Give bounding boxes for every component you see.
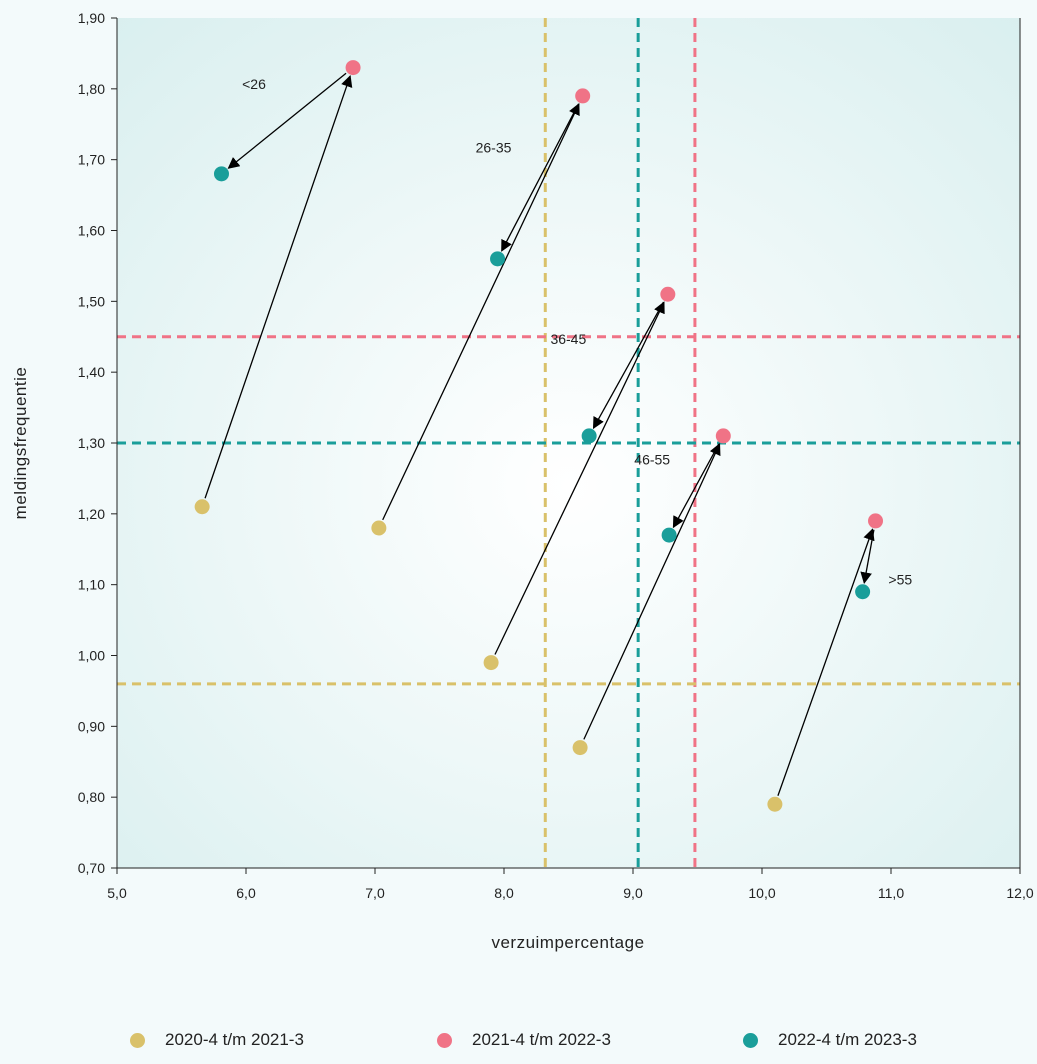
y-tick-label: 1,40 — [78, 364, 105, 380]
data-point-s0-4 — [767, 796, 783, 812]
arrow-2020-to-2021-0 — [204, 74, 353, 499]
x-tick-label: 9,0 — [623, 885, 643, 901]
x-axis-ticks: 5,0 6,0 7,0 8,0 9,0 10,0 11,0 12,0 — [107, 868, 1034, 901]
y-tick-label: 0,90 — [78, 718, 105, 734]
data-point-s2-2 — [581, 428, 597, 444]
legend-label: 2022-4 t/m 2023-3 — [778, 1030, 917, 1049]
scatter-chart: <26 26-35 36-45 46-55 >55 5,0 6,0 7,0 8,0 9,0 10,… — [11, 10, 1034, 952]
group-labels: <26 26-35 36-45 46-55 >55 — [242, 76, 912, 588]
group-label-2: 36-45 — [550, 331, 586, 347]
data-point-s1-4 — [868, 513, 884, 529]
y-tick-label: 1,70 — [78, 152, 105, 168]
data-point-s0-0 — [194, 499, 210, 515]
y-tick-label: 1,60 — [78, 223, 105, 239]
y-tick-label: 1,00 — [78, 648, 105, 664]
arrow-2021-to-2022-2 — [592, 301, 665, 430]
data-point-s2-0 — [213, 166, 229, 182]
reference-lines — [117, 18, 1020, 868]
arrow-2021-to-2022-4 — [860, 529, 875, 585]
arrow-2020-to-2021-4 — [777, 528, 875, 796]
x-tick-label: 10,0 — [748, 885, 775, 901]
group-label-3: 46-55 — [634, 451, 670, 467]
y-axis-ticks: 0,70 0,80 0,90 1,00 1,10 1,20 1,30 1,40 1,50 1,60… — [78, 10, 117, 876]
data-point-s2-1 — [490, 251, 506, 267]
y-tick-label: 1,80 — [78, 81, 105, 97]
y-axis-title: meldingsfrequentie — [11, 367, 30, 520]
arrow-2020-to-2021-3 — [583, 443, 721, 740]
legend: 2020-4 t/m 2021-3 2021-4 t/m 2022-3 2022… — [0, 1030, 1037, 1060]
data-point-s1-1 — [575, 88, 591, 104]
arrow-2020-to-2021-2 — [494, 301, 665, 655]
data-point-s1-3 — [715, 428, 731, 444]
y-tick-label: 1,30 — [78, 435, 105, 451]
y-tick-label: 1,20 — [78, 506, 105, 522]
arrow-2021-to-2022-0 — [227, 72, 347, 169]
legend-item-2022: 2022-4 t/m 2023-3 — [743, 1030, 917, 1050]
legend-item-2021: 2021-4 t/m 2022-3 — [437, 1030, 611, 1050]
legend-label: 2021-4 t/m 2022-3 — [472, 1030, 611, 1049]
x-tick-label: 8,0 — [494, 885, 514, 901]
x-axis-title: verzuimpercentage — [491, 933, 644, 952]
x-tick-label: 12,0 — [1006, 885, 1033, 901]
x-tick-label: 5,0 — [107, 885, 127, 901]
x-tick-label: 7,0 — [365, 885, 385, 901]
y-tick-label: 1,50 — [78, 293, 105, 309]
data-point-s1-0 — [345, 60, 361, 76]
y-tick-label: 0,80 — [78, 789, 105, 805]
data-point-s2-3 — [661, 527, 677, 543]
y-tick-label: 1,10 — [78, 577, 105, 593]
legend-dot-icon — [437, 1032, 452, 1048]
data-points — [194, 60, 884, 812]
y-tick-label: 0,70 — [78, 860, 105, 876]
legend-item-2020: 2020-4 t/m 2021-3 — [130, 1030, 304, 1050]
group-label-4: >55 — [888, 572, 912, 588]
legend-dot-icon — [130, 1032, 145, 1048]
group-label-0: <26 — [242, 76, 266, 92]
data-point-s0-1 — [371, 520, 387, 536]
x-tick-label: 6,0 — [236, 885, 256, 901]
arrow-2021-to-2022-3 — [672, 443, 720, 529]
x-tick-label: 11,0 — [878, 885, 904, 901]
data-point-s0-2 — [483, 655, 499, 671]
arrow-2020-to-2021-1 — [382, 102, 580, 521]
arrow-2021-to-2022-1 — [501, 103, 580, 252]
group-label-1: 26-35 — [476, 140, 512, 156]
y-tick-label: 1,90 — [78, 10, 105, 26]
legend-dot-icon — [743, 1032, 758, 1048]
legend-label: 2020-4 t/m 2021-3 — [165, 1030, 304, 1049]
movement-arrows — [204, 72, 875, 796]
data-point-s1-2 — [660, 286, 676, 302]
data-point-s0-3 — [572, 740, 588, 756]
data-point-s2-4 — [855, 584, 871, 600]
